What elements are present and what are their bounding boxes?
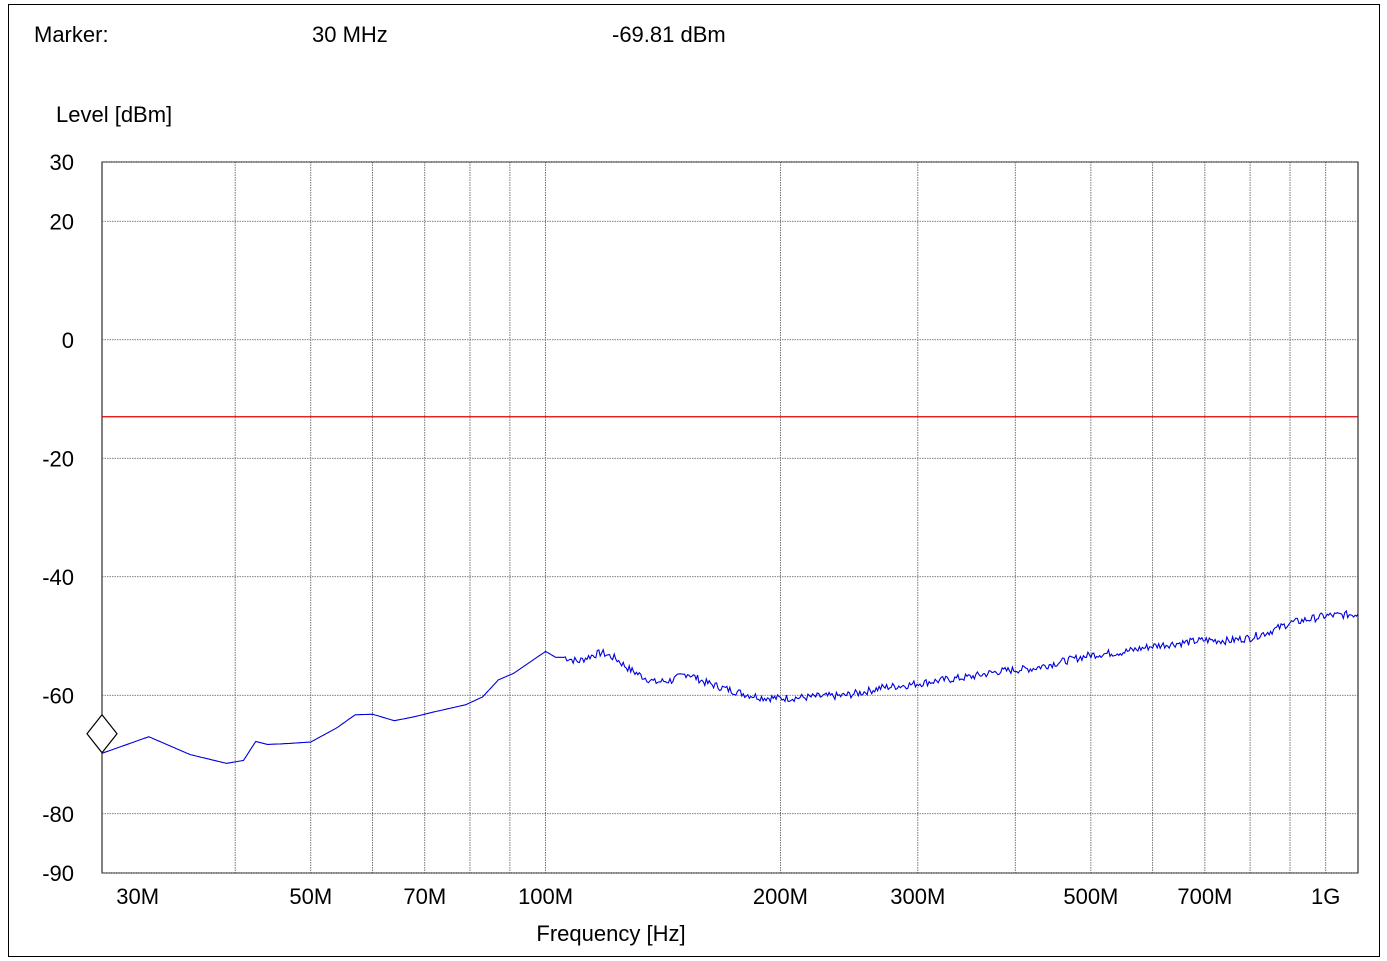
y-tick-label: 20: [50, 209, 74, 234]
x-tick-label: 50M: [289, 884, 332, 909]
plot-area-border: [101, 161, 1359, 874]
y-tick-label: 0: [62, 328, 74, 353]
marker-diamond: [86, 713, 118, 754]
x-tick-label: 30M: [116, 884, 159, 909]
y-tick-label: 30: [50, 150, 74, 175]
x-tick-label: 300M: [890, 884, 945, 909]
chart-frame: [8, 4, 1380, 957]
x-tick-label: 1G: [1311, 884, 1340, 909]
y-axis-label: Level [dBm]: [56, 102, 172, 127]
marker-label: Marker:: [34, 22, 109, 47]
y-tick-label: -90: [42, 861, 74, 886]
marker-frequency: 30 MHz: [312, 22, 388, 47]
x-tick-label: 100M: [518, 884, 573, 909]
x-tick-label: 200M: [753, 884, 808, 909]
y-tick-label: -20: [42, 446, 74, 471]
x-tick-label: 70M: [403, 884, 446, 909]
y-tick-label: -60: [42, 683, 74, 708]
trace-line: [101, 609, 1359, 764]
x-tick-label: 700M: [1177, 884, 1232, 909]
y-tick-label: -80: [42, 802, 74, 827]
y-tick-label: -40: [42, 565, 74, 590]
x-tick-label: 500M: [1063, 884, 1118, 909]
x-axis-label: Frequency [Hz]: [536, 921, 685, 946]
marker-level: -69.81 dBm: [612, 22, 726, 47]
